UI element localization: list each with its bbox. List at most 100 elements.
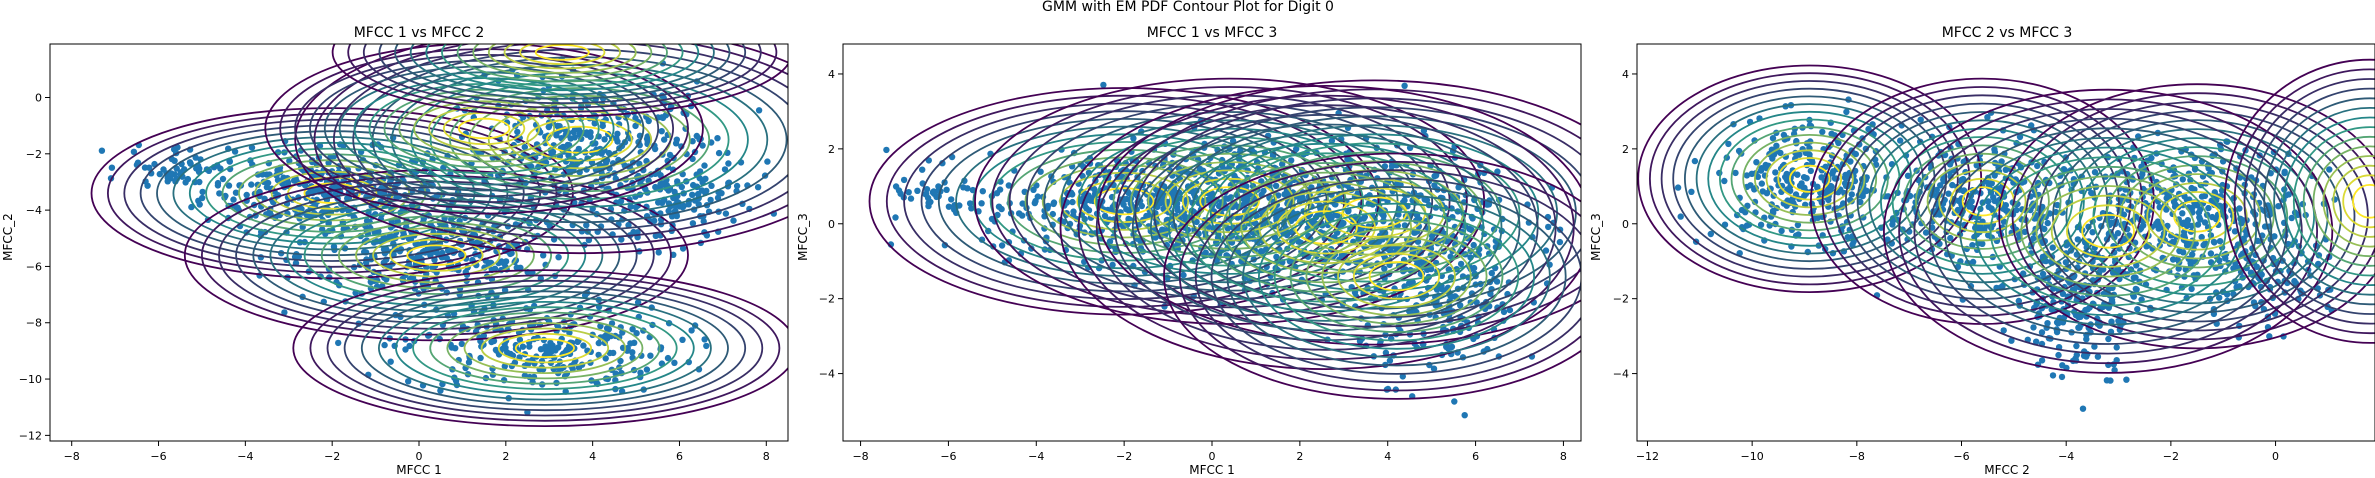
data-point <box>402 346 409 353</box>
data-point <box>1904 172 1912 179</box>
data-point <box>1839 131 1846 139</box>
data-point <box>2120 211 2128 218</box>
contour-line <box>456 44 668 83</box>
contour-line <box>2352 184 2375 219</box>
contour-line <box>1163 152 1581 400</box>
data-point <box>905 189 912 196</box>
data-point <box>1940 176 1947 183</box>
data-point <box>2062 259 2070 266</box>
contour-line <box>1730 126 1889 232</box>
contour-line <box>2292 126 2375 277</box>
data-point <box>1457 260 1465 268</box>
x-tick-label: −2 <box>2163 450 2179 463</box>
x-tick-label: 0 <box>416 450 423 463</box>
contour-line <box>1210 177 1581 375</box>
data-point <box>1091 185 1098 193</box>
contour-line <box>514 338 575 359</box>
data-point <box>465 359 473 366</box>
data-point <box>504 349 511 356</box>
contour-line <box>1059 85 1581 370</box>
x-tick-label: −8 <box>852 450 868 463</box>
contour-line <box>1321 236 1472 317</box>
x-tick-label: 8 <box>763 450 770 463</box>
contour-line <box>1891 136 2074 267</box>
contour-line <box>378 295 712 401</box>
data-point <box>602 355 609 362</box>
data-point <box>2079 405 2087 412</box>
data-point <box>755 107 763 114</box>
contour-line <box>2052 119 2342 314</box>
data-point <box>1954 206 1962 214</box>
data-point <box>2211 239 2218 246</box>
data-point <box>1401 82 1408 90</box>
data-point <box>1399 373 1407 380</box>
data-point <box>1819 128 1826 136</box>
data-point <box>673 136 680 143</box>
data-point <box>1732 169 1739 177</box>
data-point <box>1015 210 1023 217</box>
contour-line <box>1289 219 1504 334</box>
data-point <box>617 198 625 205</box>
data-point <box>2089 229 2096 236</box>
data-point <box>2169 256 2177 263</box>
data-point <box>1843 108 1850 116</box>
x-tick-label: −4 <box>237 450 253 463</box>
data-point <box>948 196 955 203</box>
contour-line <box>480 327 610 369</box>
data-point <box>1743 172 1751 179</box>
data-point <box>700 218 707 225</box>
data-point <box>714 135 721 142</box>
data-point <box>174 144 181 151</box>
data-point <box>2058 373 2066 381</box>
data-point <box>1202 249 1209 256</box>
gmm-component-contours <box>1883 88 2334 374</box>
contour-line <box>1926 161 2039 242</box>
contour-line <box>2132 173 2262 260</box>
contour-line <box>352 48 788 231</box>
data-point <box>597 322 604 330</box>
contour-line <box>2263 97 2375 306</box>
subplot-3-title: MFCC 2 vs MFCC 3 <box>1942 25 2073 41</box>
data-point <box>1835 139 1842 147</box>
data-point <box>1725 140 1732 148</box>
data-point <box>1470 264 1478 272</box>
data-point <box>108 164 116 171</box>
data-point <box>2054 201 2061 209</box>
data-point <box>517 264 524 271</box>
figure-title: GMM with EM PDF Contour Plot for Digit 0 <box>1042 0 1334 15</box>
contour-line <box>463 322 627 375</box>
data-point <box>1109 261 1116 269</box>
data-point <box>701 162 708 169</box>
contour-line <box>1788 164 1831 193</box>
contour-line <box>1078 127 1382 275</box>
contour-line <box>519 44 606 65</box>
data-point <box>618 236 625 243</box>
data-point <box>655 199 662 206</box>
contour-line <box>2081 214 2135 249</box>
data-point <box>1945 190 1952 197</box>
data-point <box>1955 197 1962 204</box>
data-point <box>1281 191 1288 198</box>
data-point <box>764 158 771 165</box>
data-point <box>538 358 546 365</box>
data-point <box>1382 349 1390 356</box>
data-point <box>2148 154 2155 162</box>
data-point <box>914 187 921 194</box>
data-point <box>1030 186 1037 193</box>
data-point <box>1848 191 1856 198</box>
data-point <box>2153 220 2160 227</box>
data-point <box>725 160 732 167</box>
data-point <box>1784 186 1791 193</box>
contour-line <box>1944 127 2273 336</box>
contour-line <box>1880 127 2085 275</box>
data-point <box>1772 169 1779 176</box>
contour-line <box>2253 87 2375 315</box>
data-point <box>2216 294 2223 301</box>
data-point <box>671 188 678 196</box>
data-point <box>526 343 533 350</box>
data-point <box>1857 198 1864 206</box>
contour-line <box>2342 174 2375 229</box>
data-point <box>572 126 579 133</box>
contour-line <box>156 130 509 257</box>
contour-line <box>2322 155 2375 248</box>
